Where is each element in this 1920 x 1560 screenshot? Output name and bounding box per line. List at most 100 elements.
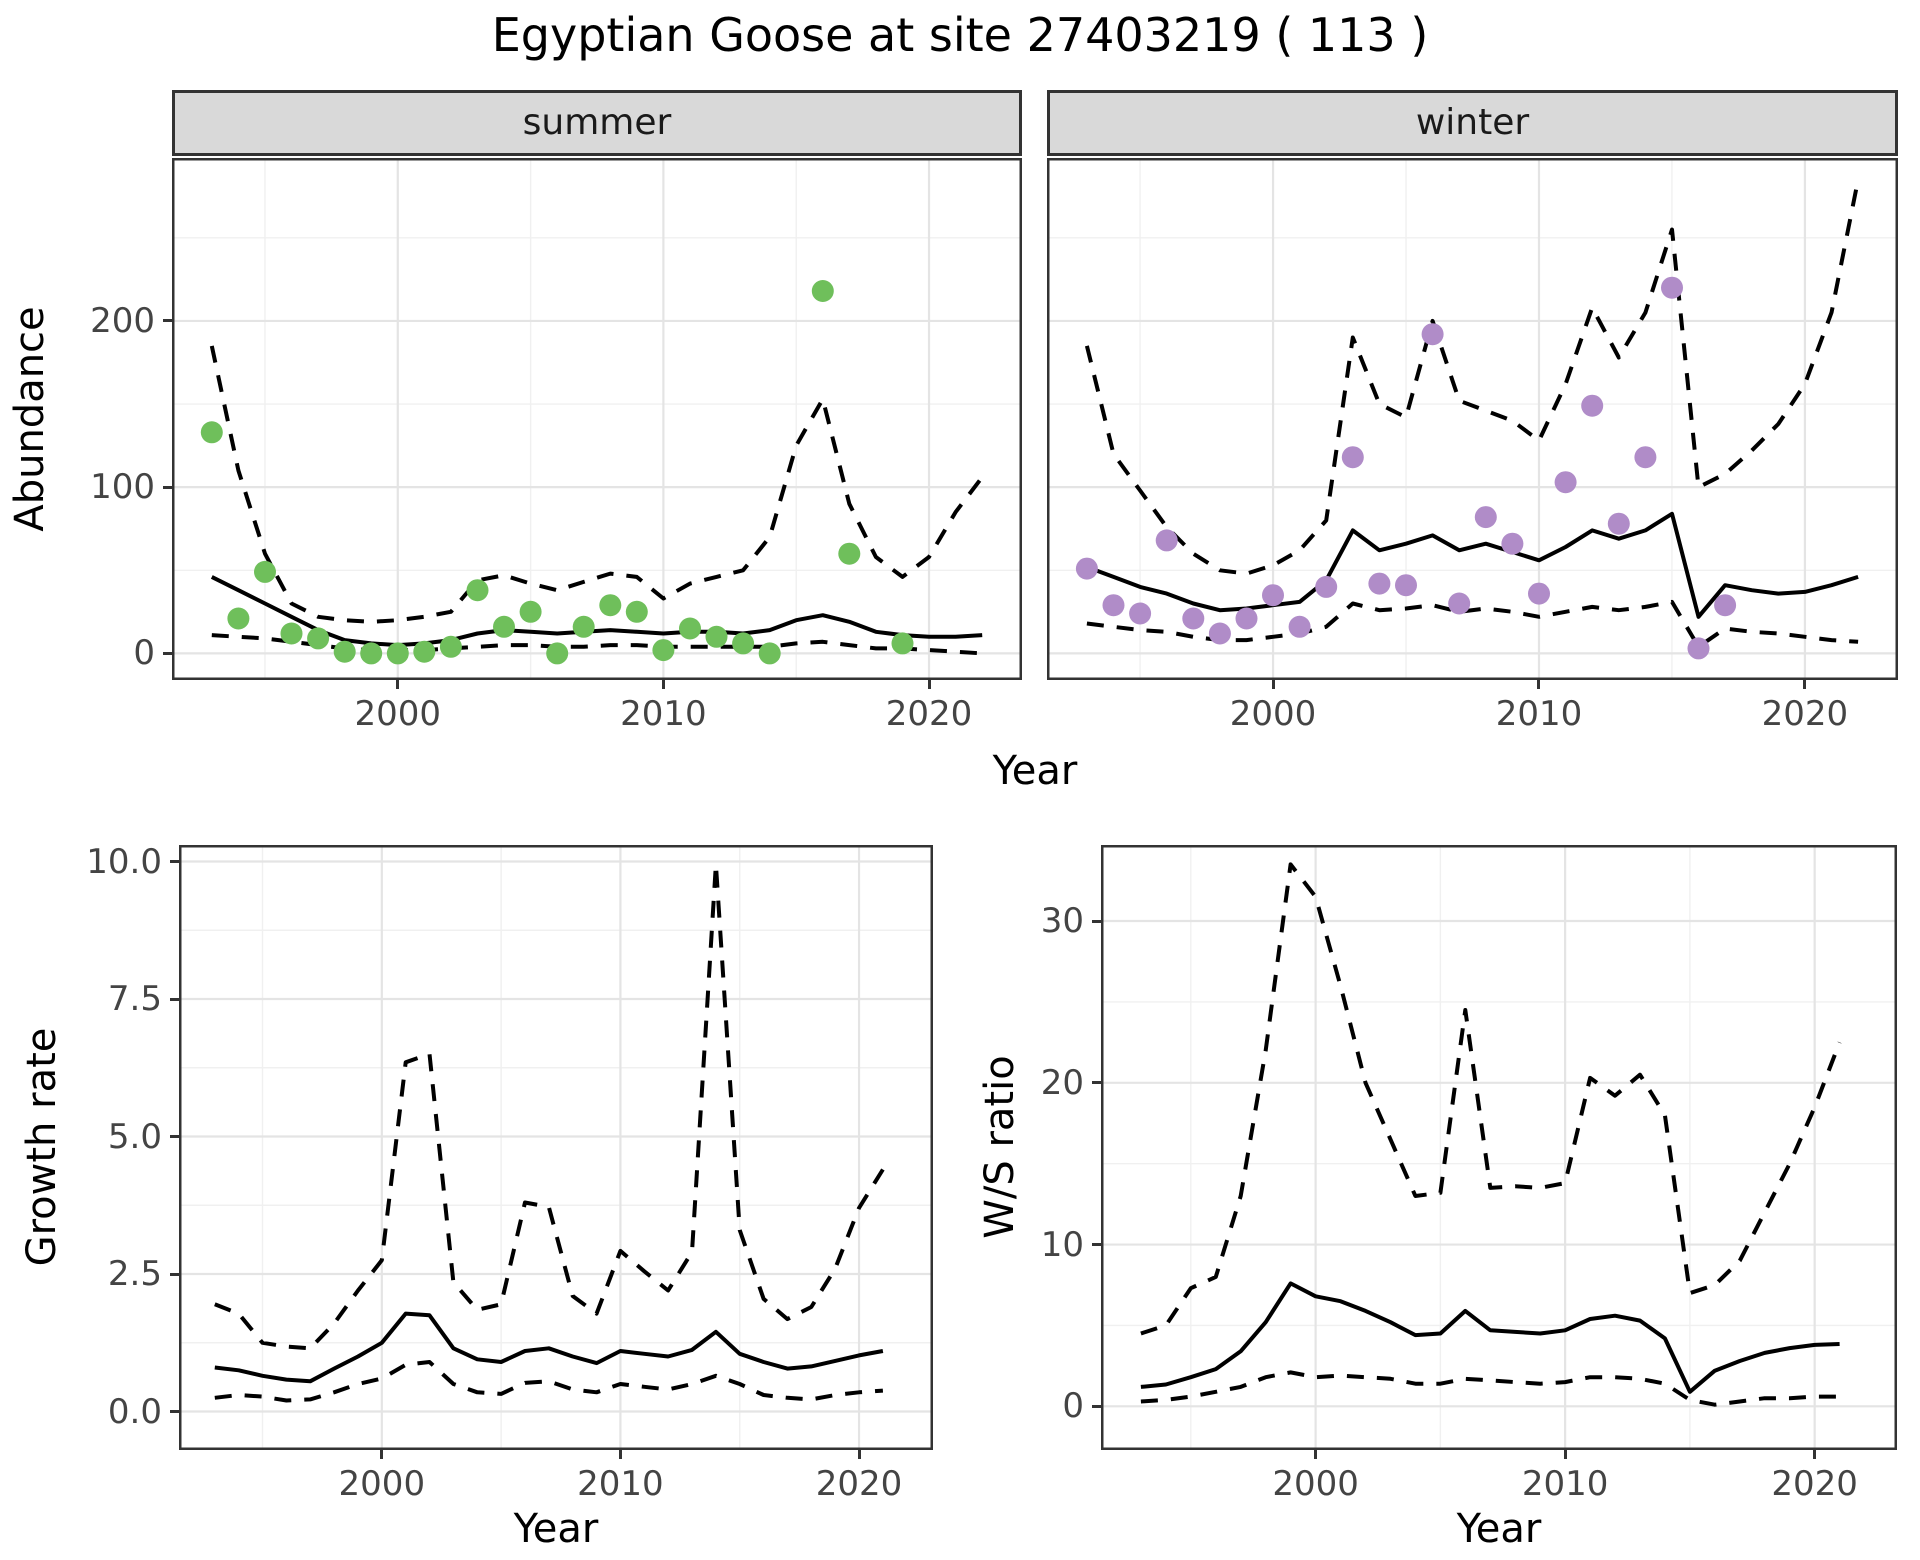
abundance-winter-x-tick-mark (1537, 680, 1541, 689)
abundance-summer-point (572, 615, 595, 638)
abundance-winter-upper-ci-line (1084, 179, 1861, 576)
abundance-summer-fit-line (210, 575, 983, 648)
abundance-winter-point (1554, 471, 1577, 494)
abundance-winter-point (1528, 582, 1550, 605)
abundance-summer-point (280, 622, 303, 645)
growth-rate-y-tick-label: 0.0 (107, 1391, 162, 1432)
growth-rate-y-tick-label: 5.0 (107, 1116, 162, 1157)
growth-rate-x-tick-mark (618, 1450, 622, 1459)
abundance-winter-point (1102, 594, 1125, 617)
ws-ratio-y-tick-mark (1092, 1081, 1101, 1085)
abundance-summer-point (439, 635, 462, 658)
growth-rate-upper-ci-line (214, 862, 885, 1351)
abundance-summer-point (254, 560, 276, 583)
abundance-summer-x-tick-mark (661, 680, 665, 689)
ws-ratio-y-tick-label: 10 (1040, 1224, 1084, 1265)
ws-ratio-y-tick-mark (1092, 1243, 1101, 1247)
abundance-summer-x-tick-label: 2000 (354, 694, 442, 734)
abundance-winter-point (1235, 607, 1258, 630)
x-axis-title-year-growth: Year (513, 1506, 599, 1552)
abundance-winter-point (1634, 446, 1657, 469)
abundance-summer-point (652, 639, 675, 662)
abundance-winter-point (1607, 512, 1630, 535)
abundance-winter-point (1448, 592, 1471, 615)
facet-strip-winter-label: winter (1415, 102, 1530, 143)
abundance-summer-panel (172, 158, 1022, 680)
abundance-winter-point (1687, 637, 1710, 660)
x-axis-title-year-ws: Year (1456, 1506, 1542, 1552)
abundance-summer-panel-border (172, 158, 1022, 680)
ws-ratio-x-tick-label: 2010 (1521, 1464, 1609, 1504)
abundance-winter-point (1075, 557, 1098, 580)
x-axis-title-year-top: Year (992, 748, 1078, 794)
abundance-winter-point (1262, 584, 1284, 607)
growth-rate-lower-ci-line (214, 1360, 884, 1403)
abundance-summer-point (758, 642, 781, 665)
abundance-summer-point (227, 607, 250, 630)
abundance-summer-point (811, 280, 834, 302)
abundance-winter-x-tick-mark (1803, 680, 1807, 689)
growth-rate-panel-border (179, 845, 933, 1450)
ws-ratio-x-tick-mark (1314, 1450, 1318, 1459)
abundance-winter-point (1661, 276, 1683, 299)
abundance-summer-point (386, 642, 409, 665)
abundance-winter-point (1581, 394, 1604, 417)
facet-strip-summer: summer (172, 90, 1022, 156)
ws-ratio-y-tick-mark (1092, 1404, 1101, 1408)
abundance-summer-x-tick-label: 2010 (620, 694, 707, 734)
abundance-summer-point (679, 617, 701, 640)
abundance-summer-point (466, 579, 489, 602)
ws-ratio-fit-line (1140, 1281, 1840, 1394)
ws-ratio-x-tick-mark (1563, 1450, 1567, 1459)
abundance-summer-point (732, 632, 755, 655)
abundance-summer-x-tick-mark (396, 680, 400, 689)
growth-rate-y-tick-mark (170, 997, 179, 1001)
abundance-winter-point (1208, 622, 1231, 645)
abundance-winter-point (1714, 594, 1737, 617)
ws-ratio-y-tick-label: 0 (1062, 1386, 1084, 1427)
growth-rate-x-tick-label: 2020 (815, 1464, 903, 1504)
abundance-summer-point (360, 642, 383, 665)
y-axis-title-abundance: Abundance (7, 306, 53, 532)
growth-rate-x-tick-mark (380, 1450, 384, 1459)
abundance-winter-point (1155, 529, 1178, 552)
growth-rate-y-tick-mark (170, 1272, 179, 1276)
abundance-summer-y-tick-label: 0 (133, 633, 155, 674)
abundance-winter-point (1501, 532, 1524, 555)
facet-strip-summer-label: summer (522, 102, 672, 143)
abundance-summer-point (200, 421, 223, 444)
abundance-summer-point (705, 625, 728, 648)
abundance-summer-point (625, 600, 648, 623)
growth-rate-x-tick-mark (857, 1450, 861, 1459)
abundance-winter-point (1182, 607, 1205, 630)
growth-rate-y-tick-label: 7.5 (107, 979, 162, 1019)
abundance-summer-point (493, 615, 515, 638)
abundance-winter-point (1395, 574, 1417, 597)
abundance-winter-point (1341, 446, 1364, 469)
abundance-winter-x-tick-mark (1271, 680, 1275, 689)
ws-ratio-upper-ci-line (1140, 862, 1842, 1336)
plot-title: Egyptian Goose at site 27403219 ( 113 ) (491, 8, 1429, 62)
abundance-winter-point (1129, 602, 1152, 625)
abundance-winter-point (1368, 572, 1391, 595)
abundance-winter-point (1474, 506, 1497, 529)
abundance-summer-point (891, 632, 914, 655)
abundance-winter-point (1288, 615, 1311, 638)
ws-ratio-x-tick-mark (1813, 1450, 1817, 1459)
abundance-winter-point (1421, 323, 1444, 346)
abundance-summer-x-tick-label: 2020 (885, 694, 973, 734)
abundance-winter-point (1315, 575, 1338, 598)
abundance-summer-y-tick-mark (163, 485, 172, 489)
abundance-summer-upper-ci-line (209, 345, 984, 624)
abundance-summer-y-tick-mark (163, 651, 172, 655)
growth-rate-panel (179, 845, 933, 1450)
abundance-winter-panel (1047, 158, 1898, 680)
growth-rate-y-tick-mark (170, 1410, 179, 1413)
abundance-summer-point (519, 600, 542, 623)
abundance-summer-point (333, 640, 356, 663)
abundance-winter-x-tick-label: 2010 (1495, 694, 1583, 734)
ws-ratio-y-tick-mark (1092, 919, 1101, 923)
growth-rate-x-tick-label: 2010 (577, 1464, 664, 1504)
ws-ratio-y-tick-label: 20 (1040, 1062, 1084, 1103)
growth-rate-y-tick-label: 2.5 (107, 1254, 162, 1294)
